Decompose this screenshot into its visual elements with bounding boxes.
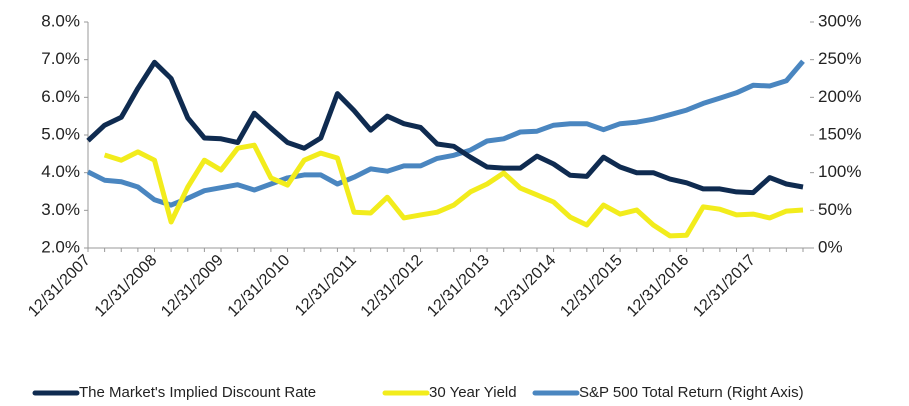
- x-tick-label: 12/31/2016: [624, 252, 693, 321]
- series-line: [86, 59, 805, 208]
- y2-tick-label: 100%: [818, 162, 861, 181]
- x-tick-label: 12/31/2011: [292, 252, 360, 320]
- y2-tick-label: 50%: [818, 200, 852, 219]
- x-tick-label: 12/31/2009: [158, 252, 227, 321]
- y-tick-label: 2.0%: [41, 237, 80, 256]
- legend-label: The Market's Implied Discount Rate: [79, 384, 316, 401]
- y-tick-label: 3.0%: [41, 200, 80, 219]
- y2-tick-label: 200%: [818, 87, 861, 106]
- x-tick-label: 12/31/2014: [491, 252, 560, 321]
- series-line: [86, 59, 804, 196]
- y-tick-label: 6.0%: [41, 87, 80, 106]
- y-tick-label: 8.0%: [41, 11, 80, 30]
- x-tick-label: 12/31/2007: [25, 252, 94, 321]
- y-tick-label: 4.0%: [41, 162, 80, 181]
- y2-tick-label: 0%: [818, 237, 843, 256]
- y-tick-label: 5.0%: [41, 124, 80, 143]
- legend-label: 30 Year Yield: [429, 384, 517, 401]
- series-line: [103, 142, 804, 239]
- x-tick-label: 12/31/2013: [424, 252, 493, 321]
- legend-label: S&P 500 Total Return (Right Axis): [579, 384, 804, 401]
- y-tick-label: 7.0%: [41, 49, 80, 68]
- y2-tick-label: 300%: [818, 11, 861, 30]
- x-tick-label: 12/31/2015: [557, 252, 626, 321]
- y2-tick-label: 250%: [818, 49, 861, 68]
- x-tick-label: 12/31/2012: [358, 252, 427, 321]
- x-tick-label: 12/31/2008: [92, 252, 161, 321]
- x-tick-label: 12/31/2017: [690, 252, 759, 321]
- x-tick-label: 12/31/2010: [225, 252, 294, 321]
- y2-tick-label: 150%: [818, 124, 861, 143]
